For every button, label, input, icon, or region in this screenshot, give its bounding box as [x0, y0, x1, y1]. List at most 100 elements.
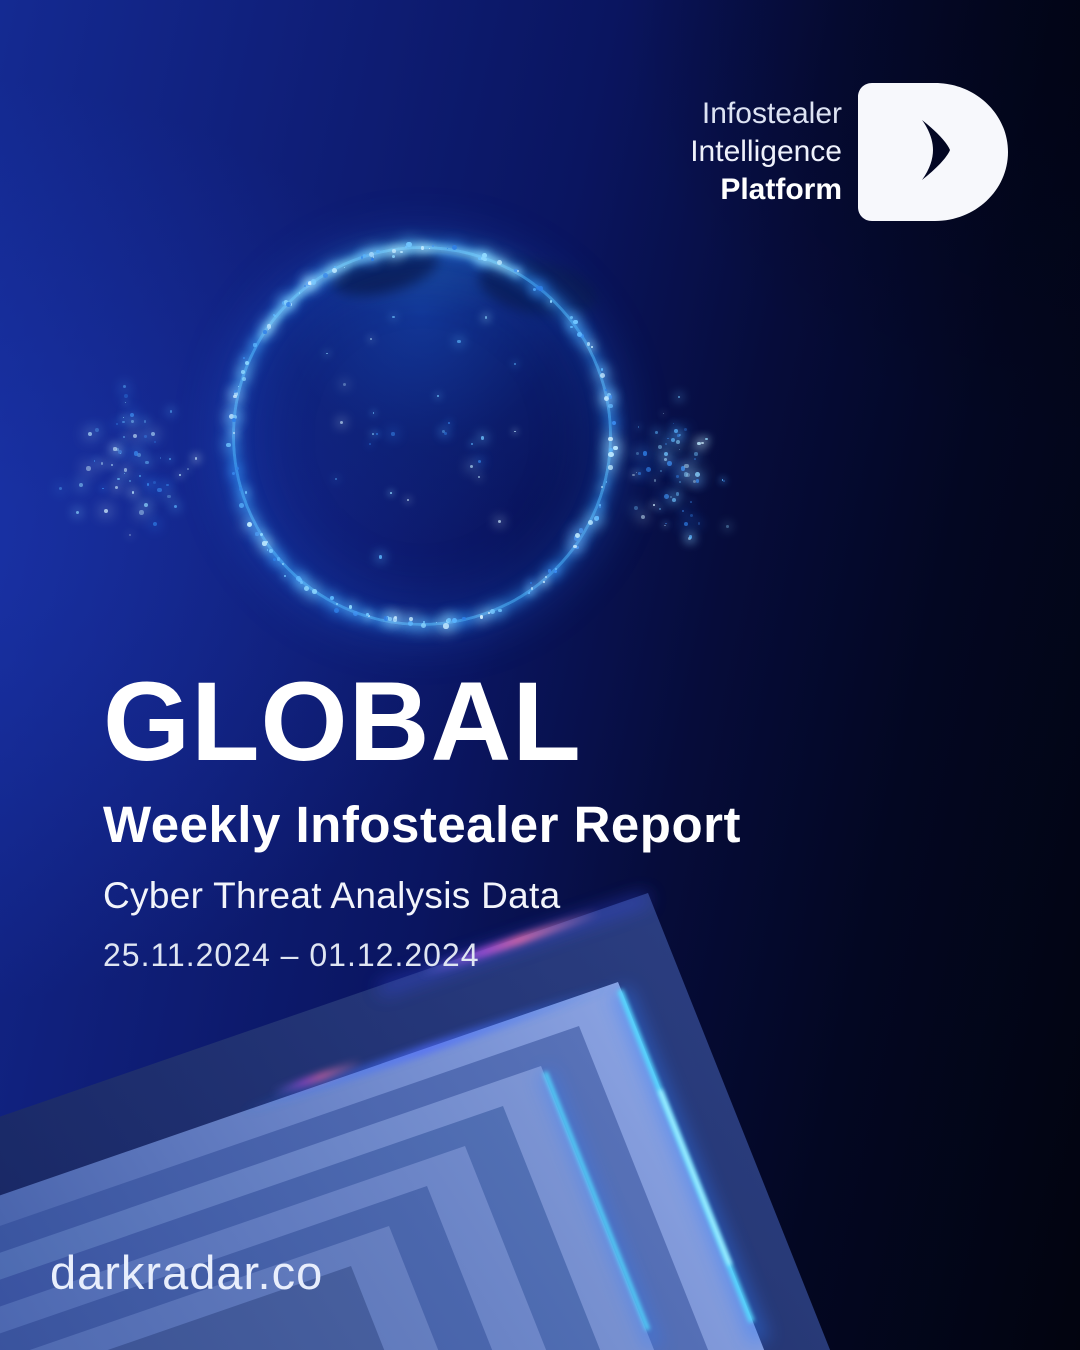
particle-dot — [672, 497, 676, 502]
particle-dot — [678, 480, 682, 484]
particle-dot — [723, 480, 725, 482]
particle-dot — [665, 442, 668, 445]
particle-dot — [514, 431, 516, 433]
particle-dot — [244, 361, 250, 366]
particle-dot — [573, 319, 578, 325]
particle-dot — [530, 587, 534, 590]
particle-dot — [653, 479, 657, 482]
particle-dot — [117, 449, 122, 454]
particle-dot — [514, 268, 518, 273]
particle-dot — [666, 437, 669, 440]
particle-dot — [607, 403, 613, 409]
particle-dot — [132, 433, 138, 439]
brand-line: Intelligence — [690, 135, 842, 168]
particle-dot — [695, 479, 699, 483]
particle-dot — [370, 257, 375, 262]
particle-dot — [253, 343, 257, 347]
particle-dot — [86, 466, 91, 471]
particle-dot — [517, 270, 520, 273]
particle-dot — [684, 521, 689, 526]
particle-dot — [404, 245, 408, 249]
particle-dot — [675, 475, 679, 478]
particle-dot — [376, 433, 378, 435]
particle-dot — [554, 568, 557, 571]
particle-dot — [693, 480, 697, 484]
particle-dot — [677, 434, 680, 437]
particle-dot — [372, 411, 375, 414]
particle-dot — [343, 266, 346, 269]
particle-dot — [128, 479, 131, 483]
particle-dot — [124, 393, 129, 398]
particle-dot — [233, 394, 238, 399]
particle-dot — [167, 494, 171, 499]
particle-dot — [139, 510, 145, 515]
particle-dot — [284, 574, 287, 577]
particle-dot — [372, 255, 375, 258]
particle-dot — [348, 605, 353, 609]
particle-dot — [538, 286, 543, 291]
report-tagline: Cyber Threat Analysis Data — [103, 875, 561, 916]
particle-dot — [659, 470, 662, 473]
particle-dot — [173, 504, 178, 509]
particle-dot — [595, 516, 600, 521]
particle-dot — [605, 396, 608, 400]
particle-dot — [576, 332, 582, 338]
particle-dot — [342, 382, 346, 386]
particle-dot — [115, 485, 119, 489]
particle-dot — [392, 316, 395, 319]
particle-dot — [239, 503, 245, 509]
particle-dot — [262, 541, 267, 546]
particle-dot — [542, 580, 546, 584]
particle-dot — [145, 460, 149, 464]
particle-dot — [154, 440, 156, 443]
particle-dot — [677, 395, 681, 399]
particle-dot — [570, 325, 574, 329]
particle-dot — [129, 413, 134, 418]
particle-dot — [103, 508, 109, 514]
particle-dot — [131, 420, 134, 423]
particle-dot — [272, 314, 275, 317]
particle-dot — [117, 478, 120, 481]
particle-dot — [267, 328, 270, 331]
particle-dot — [391, 432, 395, 436]
particle-dot — [690, 514, 694, 518]
particle-dot — [122, 384, 127, 389]
particle-dot — [680, 466, 686, 471]
particle-dot — [663, 493, 669, 499]
particle-dot — [637, 426, 640, 428]
particle-dot — [533, 288, 537, 292]
particle-dot — [260, 532, 264, 536]
particle-dot — [553, 570, 558, 574]
particle-dot — [672, 422, 675, 425]
particle-dot — [325, 352, 328, 355]
particle-dot — [263, 329, 267, 334]
particle-dot — [646, 466, 651, 472]
particle-dot — [241, 370, 245, 374]
particle-dot — [124, 401, 126, 403]
particle-dot — [334, 607, 340, 614]
particle-dot — [194, 457, 198, 460]
particle-dot — [667, 460, 672, 466]
particle-dot — [591, 346, 594, 349]
particle-dot — [159, 456, 162, 459]
particle-dot — [431, 244, 435, 247]
particle-dot — [110, 464, 113, 467]
particle-dot — [333, 265, 336, 268]
particle-dot — [383, 615, 389, 621]
particle-dot — [307, 281, 311, 285]
particle-dot — [187, 468, 189, 470]
particle-dot — [392, 617, 398, 622]
particle-dot — [281, 563, 284, 566]
particle-dot — [611, 420, 616, 426]
brand-line: Platform — [720, 173, 842, 206]
particle-dot — [231, 418, 237, 423]
particle-dot — [353, 610, 359, 616]
particle-dot — [457, 339, 461, 344]
particle-dot — [481, 253, 487, 259]
particle-dot — [442, 430, 445, 434]
particle-dot — [169, 410, 173, 414]
particle-dot — [146, 482, 150, 486]
particle-dot — [79, 482, 84, 487]
particle-dot — [178, 474, 181, 476]
